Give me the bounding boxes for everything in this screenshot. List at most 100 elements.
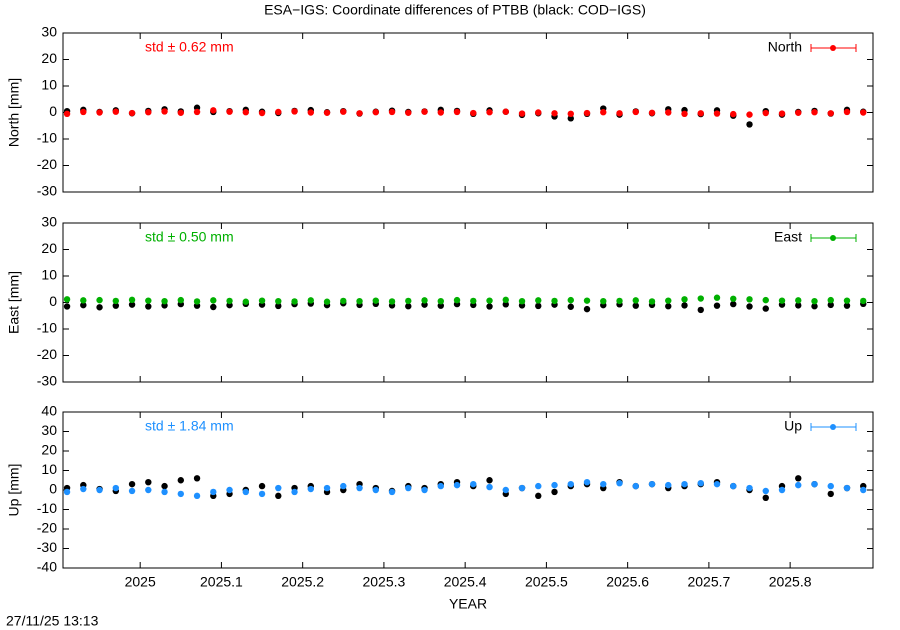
data-point [421, 486, 428, 494]
data-point [697, 479, 704, 487]
data-point [242, 488, 249, 496]
std-annotation: std ± 0.50 mm [145, 229, 234, 245]
data-point [128, 109, 136, 117]
data-point [583, 305, 591, 313]
data-point [323, 109, 331, 116]
data-point [210, 488, 217, 496]
y-tick-label: 0 [49, 103, 57, 119]
data-point [795, 297, 802, 304]
data-point [843, 108, 851, 116]
data-point [632, 482, 639, 490]
data-point [860, 297, 867, 305]
data-point [486, 303, 493, 310]
data-point [502, 296, 509, 304]
data-point [535, 482, 542, 490]
data-point [210, 303, 217, 311]
data-point [762, 109, 769, 117]
data-point [242, 298, 249, 305]
data-point [161, 297, 168, 305]
data-point [226, 108, 233, 115]
data-point [860, 486, 867, 494]
data-point [193, 108, 201, 116]
data-point [778, 110, 786, 117]
data-point [193, 492, 201, 500]
y-tick-label: 10 [41, 267, 57, 283]
data-point [161, 108, 168, 115]
data-point [226, 486, 233, 494]
data-point [486, 483, 493, 491]
data-point [811, 109, 818, 116]
data-point [567, 110, 574, 118]
data-point [437, 297, 444, 305]
data-point [453, 296, 461, 304]
data-point [63, 488, 71, 496]
data-point [730, 300, 737, 308]
data-point [730, 482, 737, 490]
y-tick-label: 30 [41, 214, 57, 230]
data-point [827, 110, 834, 117]
y-tick-label: 20 [41, 442, 57, 458]
y-tick-label: -20 [37, 346, 57, 362]
data-point [600, 109, 607, 116]
data-point [681, 302, 688, 309]
data-point [177, 109, 185, 116]
data-point [372, 109, 379, 116]
data-point [551, 481, 558, 489]
std-annotation: std ± 1.84 mm [145, 418, 234, 434]
data-point [210, 297, 217, 304]
data-point [405, 297, 412, 305]
data-point [291, 488, 298, 496]
data-point [258, 109, 266, 117]
y-tick-label: -20 [37, 156, 57, 172]
data-point [648, 109, 656, 116]
data-point [177, 490, 185, 498]
data-point [502, 486, 509, 494]
data-point [518, 484, 526, 492]
data-point [96, 486, 103, 494]
data-point [762, 487, 769, 495]
data-point [145, 303, 152, 310]
data-point [307, 297, 314, 304]
y-tick-label: 10 [41, 461, 57, 477]
data-point [193, 298, 201, 305]
data-point [567, 296, 574, 304]
data-point [258, 297, 266, 304]
data-point [697, 306, 704, 314]
data-point [80, 485, 87, 493]
data-point [746, 296, 753, 303]
data-point [827, 296, 834, 304]
data-point [372, 486, 379, 494]
data-point [665, 109, 672, 116]
x-axis-label: YEAR [449, 596, 487, 612]
data-point [486, 477, 493, 484]
data-point [648, 480, 656, 488]
data-point [210, 107, 217, 114]
data-point [746, 111, 753, 118]
y-tick-label: 20 [41, 50, 57, 66]
y-tick-label: 20 [41, 240, 57, 256]
data-point [242, 109, 249, 116]
data-point [145, 486, 152, 494]
data-point [713, 294, 721, 301]
legend-symbol [830, 424, 836, 430]
data-point [340, 482, 347, 490]
data-point [665, 481, 672, 489]
data-point [681, 296, 688, 303]
data-point [795, 109, 802, 116]
data-point [518, 297, 526, 305]
data-point [356, 110, 363, 117]
data-point [177, 477, 185, 484]
x-tick-label: 2025.2 [281, 574, 324, 590]
data-point [778, 486, 786, 494]
y-tick-label: -30 [37, 539, 57, 555]
data-point [713, 302, 721, 309]
legend-symbol [830, 45, 836, 51]
data-point [713, 480, 721, 488]
data-point [275, 297, 282, 305]
data-point [275, 108, 282, 116]
data-point [421, 108, 428, 115]
plot-frame [62, 411, 874, 569]
data-point [632, 108, 639, 116]
data-point [746, 484, 753, 492]
data-point [421, 297, 428, 304]
